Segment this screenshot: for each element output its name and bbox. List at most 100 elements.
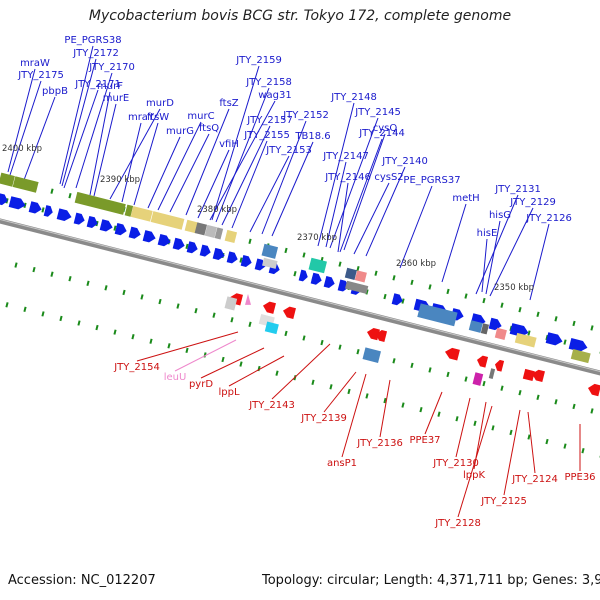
gene-label: cysQ: [373, 123, 398, 134]
scale-tick: [563, 339, 567, 345]
forward-cds-arrow: [8, 196, 26, 210]
red-feature-block: [522, 368, 535, 382]
scale-tick: [113, 329, 117, 335]
gene-label: JTY_2152: [282, 110, 329, 121]
scale-tick: [536, 311, 540, 317]
gene-label: JTY_2155: [243, 130, 290, 141]
forward-cds-arrow: [323, 275, 335, 289]
scale-tick: [203, 352, 207, 358]
reverse-cds-arrow: [444, 347, 460, 361]
gene-label: metH: [452, 193, 479, 204]
steel-feature-block: [362, 347, 381, 363]
gene-label: mraW: [20, 58, 50, 69]
scale-tick: [446, 288, 450, 295]
forward-cds-arrow: [240, 254, 252, 267]
scale-tick: [212, 312, 216, 318]
pink-feature-block: [354, 270, 367, 283]
gene-leader-line: [63, 89, 99, 189]
scale-tick: [32, 266, 36, 273]
scale-tick: [239, 257, 243, 263]
gene-label: TB18.6: [294, 131, 330, 142]
genome-backbone-highlight: [0, 218, 600, 372]
scale-tick: [581, 448, 585, 454]
gene-label: PE_PGRS38: [64, 35, 121, 46]
teal-feature-block: [308, 257, 327, 274]
scale-tick: [500, 385, 504, 391]
scale-tick: [293, 271, 297, 277]
gene-leader-line: [475, 194, 519, 295]
gene-leader-line: [174, 339, 237, 372]
gene-label: JTY_2170: [88, 62, 135, 73]
accession-label: Accession: NC_012207: [8, 573, 156, 588]
scale-tick: [41, 311, 45, 317]
scale-tick: [50, 271, 54, 277]
gene-leader-line: [424, 391, 443, 435]
grey-feature-block: [214, 227, 224, 240]
gene-label: JTY_2158: [245, 77, 292, 88]
scale-tick: [491, 425, 495, 431]
steel-feature-block: [261, 243, 279, 259]
gene-label: JTY_2148: [330, 92, 377, 103]
scale-tick: [428, 367, 432, 373]
forward-cds-arrow: [199, 244, 211, 257]
scale-tick: [239, 361, 243, 367]
scale-tick: [365, 289, 369, 295]
scale-tick: [482, 297, 486, 304]
grey-feature-block: [204, 224, 218, 238]
gene-leader-line: [261, 120, 307, 235]
gene-leader-line: [231, 140, 268, 229]
scale-tick: [50, 188, 54, 194]
gene-leader-line: [185, 108, 230, 216]
scale-tick: [248, 321, 252, 327]
scale-tick: [284, 247, 288, 254]
scale-tick: [338, 344, 342, 350]
gene-leader-line: [271, 141, 314, 237]
gene-label: lppK: [463, 470, 485, 481]
scale-tick: [320, 339, 324, 346]
gene-leader-line: [455, 397, 471, 458]
gene-leader-line: [7, 68, 36, 173]
magenta-feature-block: [472, 372, 484, 386]
reverse-cds-arrow: [375, 330, 388, 343]
reverse-cds-arrow: [367, 327, 380, 341]
scale-tick: [428, 284, 432, 290]
scale-tick: [590, 325, 594, 331]
khaki-feature-block: [184, 219, 199, 234]
gene-leader-line: [9, 80, 42, 176]
gene-label: JTY_2145: [354, 107, 401, 118]
gene-leader-line: [353, 182, 390, 255]
gene-label: JTY_2157: [246, 115, 293, 126]
scale-tick: [509, 429, 513, 436]
olive-feature-block: [124, 204, 134, 217]
scale-tick: [338, 261, 342, 267]
gene-label: JTY_2139: [300, 413, 347, 424]
scale-tick: [410, 279, 414, 286]
scale-tick: [374, 270, 378, 276]
pink-feature-block: [494, 327, 507, 340]
scale-tick: [68, 276, 72, 282]
scale-label: 2380 kbp: [197, 205, 237, 215]
map-title: Mycobacterium bovis BCG str. Tokyo 172, …: [88, 8, 512, 24]
gene-leader-line: [93, 103, 117, 197]
gene-leader-line: [529, 223, 550, 301]
gene-label: JTY_2128: [434, 518, 481, 529]
gene-label: JTY_2154: [113, 362, 160, 373]
scale-tick: [356, 349, 360, 355]
gene-label: vfiH: [219, 139, 239, 150]
scale-tick: [5, 302, 9, 308]
forward-cds-arrow: [86, 215, 98, 228]
gene-label: ftsW: [147, 112, 169, 123]
scale-label: 2390 kbp: [100, 175, 140, 185]
gene-leader-line: [503, 409, 521, 496]
gene-leader-line: [399, 185, 433, 269]
scale-label: 2400 kbp: [2, 144, 42, 154]
trna-marker: [245, 293, 251, 305]
scale-tick: [185, 243, 189, 250]
scale-tick: [131, 334, 135, 340]
gene-label: JTY_2171: [74, 79, 121, 90]
forward-cds-arrow: [310, 272, 322, 285]
genome-backbone: [0, 218, 600, 376]
gene-leader-line: [23, 96, 56, 181]
scale-tick: [455, 416, 459, 422]
scale-tick: [572, 403, 576, 410]
